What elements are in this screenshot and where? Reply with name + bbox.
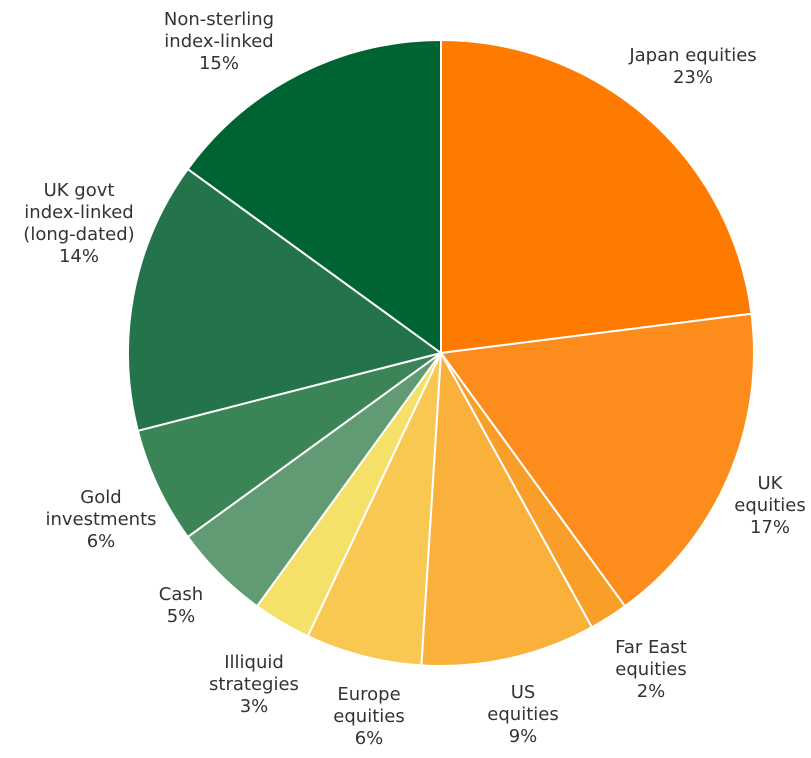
slice-label-line: index-linked [24, 202, 133, 223]
slice-label-line: UK [758, 473, 784, 494]
pie-labels: Japan equities 23%UK equities 17%Far East eq… [23, 9, 805, 749]
slice-label-6: Illiquid strategies 3% [209, 652, 299, 717]
slice-label-line: Cash [159, 584, 203, 605]
pie-slice-5 [306, 352, 442, 667]
slice-label-line: investments [45, 509, 156, 530]
slice-percent: 2% [637, 681, 666, 702]
slice-label-line: equities [487, 704, 558, 725]
slice-label-line: index-linked [164, 31, 273, 52]
slice-label-line: Europe [337, 684, 400, 705]
slice-percent: 15% [199, 53, 239, 74]
slice-label-2: UK equities 17% [734, 473, 805, 538]
pie-slice-1 [440, 39, 753, 354]
slice-percent: 9% [509, 726, 538, 747]
slice-label-line: UK govt [44, 180, 115, 201]
slice-label-line: equities [615, 659, 686, 680]
slice-label-5: Europe equities 6% [333, 684, 404, 749]
slice-percent: 23% [673, 67, 713, 88]
slice-percent: 6% [87, 531, 116, 552]
slice-percent: 6% [355, 728, 384, 749]
slice-label-line: (long-dated) [23, 224, 134, 245]
pie-slices [127, 39, 755, 667]
slice-label-10: Non-sterling index-linked 15% [164, 9, 274, 74]
slice-percent: 17% [750, 517, 790, 538]
slice-label-8: Gold investments 6% [45, 487, 156, 552]
slice-label-line: Japan equities [628, 45, 756, 66]
pie-slice-4 [420, 352, 593, 667]
pie-slice-10 [186, 39, 442, 354]
pie-slice-8 [136, 352, 442, 538]
slice-label-3: Far East equities 2% [615, 637, 687, 702]
slice-percent: 3% [240, 696, 269, 717]
pie-slice-2 [440, 312, 755, 608]
slice-label-line: Gold [80, 487, 121, 508]
slice-label-line: equities [333, 706, 404, 727]
slice-label-9: UK govt index-linked (long-dated) 14% [23, 180, 134, 267]
slice-label-1: Japan equities 23% [628, 45, 756, 88]
pie-slice-9 [127, 168, 442, 432]
slice-label-4: US equities 9% [487, 682, 558, 747]
slice-label-line: Far East [615, 637, 687, 658]
slice-label-line: US [511, 682, 536, 703]
slice-percent: 5% [167, 606, 196, 627]
slice-percent: 14% [59, 246, 99, 267]
slice-label-line: equities [734, 495, 805, 516]
slice-label-line: Illiquid [224, 652, 284, 673]
slice-label-7: Cash 5% [159, 584, 203, 627]
slice-label-line: Non-sterling [164, 9, 274, 30]
slice-label-line: strategies [209, 674, 299, 695]
